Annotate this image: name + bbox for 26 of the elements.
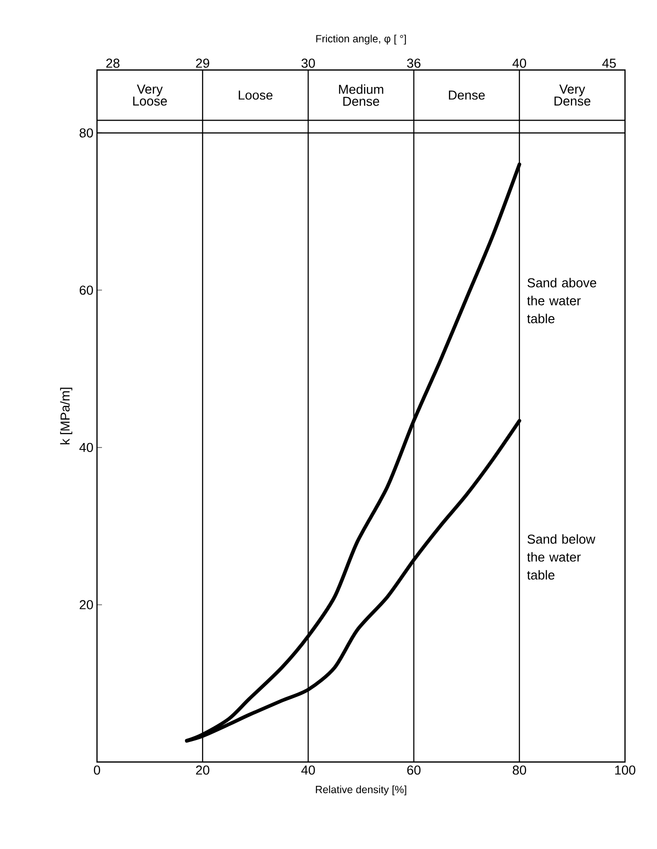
x-tick-label: 40 xyxy=(301,766,315,775)
y-tick-label: 40 xyxy=(79,442,93,452)
y-axis-title: k [MPa/m] xyxy=(60,388,72,444)
y-tick-label: 60 xyxy=(80,286,93,295)
text: 45 xyxy=(602,58,616,68)
annotation: Loose xyxy=(238,90,272,100)
x-axis-title: Relative density [%] xyxy=(316,786,406,796)
annotation: Dense xyxy=(448,90,485,100)
y-tick-label: 20 xyxy=(80,600,93,610)
y-tick-label: 80 xyxy=(80,128,93,138)
x-tick-label: 80 xyxy=(512,766,526,775)
text: Sand below the water table xyxy=(527,534,596,580)
text: Friction angle, φ [ °] xyxy=(316,34,406,44)
annotation: 30 xyxy=(302,58,315,68)
annotation: 40 xyxy=(512,58,526,68)
text: 28 xyxy=(106,58,120,68)
annotation: Very Dense xyxy=(554,84,590,106)
annotation: Medium Dense xyxy=(339,84,384,106)
x-tick-label: 20 xyxy=(196,766,210,775)
annotation: Very Loose xyxy=(133,84,167,106)
annotation: 36 xyxy=(407,58,420,68)
x-tick-label: 60 xyxy=(407,766,421,775)
x-tick-label: 100 xyxy=(615,766,636,775)
annotation: 29 xyxy=(196,58,210,68)
text: Sand above the water table xyxy=(527,278,596,324)
x-tick-label: 0 xyxy=(94,766,100,775)
